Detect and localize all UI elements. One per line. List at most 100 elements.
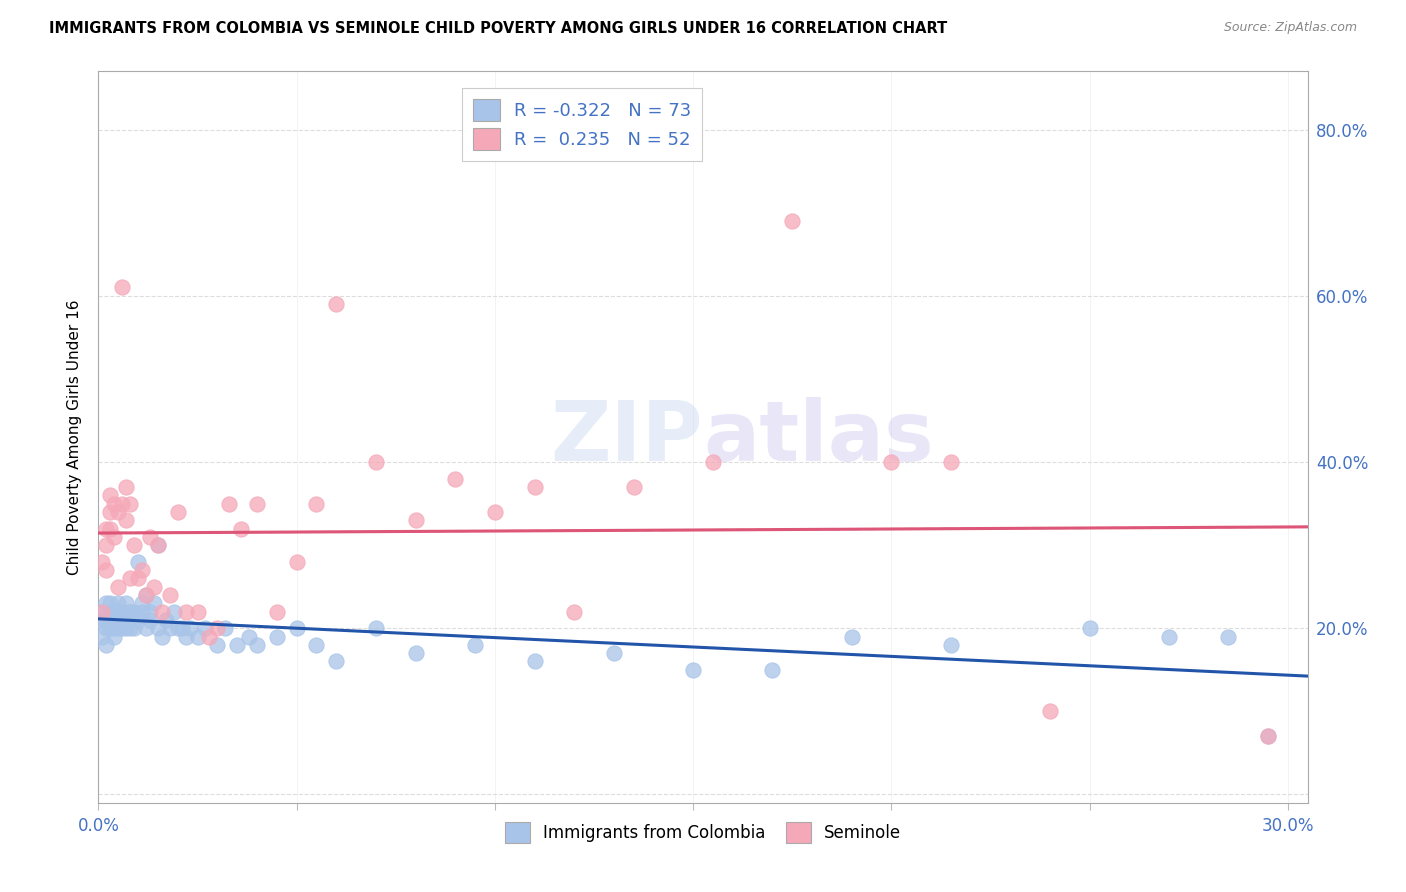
Point <box>159 588 181 602</box>
Point <box>166 621 188 635</box>
Point <box>146 538 169 552</box>
Point <box>218 497 240 511</box>
Point <box>96 538 118 552</box>
Text: Source: ZipAtlas.com: Source: ZipAtlas.com <box>1223 21 1357 34</box>
Point <box>103 605 125 619</box>
Point <box>150 630 173 644</box>
Point <box>1257 729 1279 743</box>
Point <box>127 613 149 627</box>
Point <box>1157 630 1180 644</box>
Point <box>266 605 288 619</box>
Point <box>1257 729 1279 743</box>
Point <box>603 646 626 660</box>
Point <box>98 605 121 619</box>
Point <box>139 530 162 544</box>
Point <box>107 621 129 635</box>
Point <box>214 621 236 635</box>
Point <box>523 480 546 494</box>
Point <box>111 280 134 294</box>
Point <box>96 621 118 635</box>
Point <box>91 555 114 569</box>
Point <box>127 571 149 585</box>
Point <box>98 505 121 519</box>
Point <box>285 555 308 569</box>
Point <box>115 621 138 635</box>
Point <box>325 655 347 669</box>
Point <box>325 297 347 311</box>
Point <box>103 630 125 644</box>
Point <box>163 605 186 619</box>
Point <box>207 638 229 652</box>
Point <box>120 621 142 635</box>
Point <box>98 613 121 627</box>
Point <box>939 638 962 652</box>
Point <box>103 497 125 511</box>
Point <box>159 621 181 635</box>
Point <box>562 605 585 619</box>
Point <box>131 605 153 619</box>
Y-axis label: Child Poverty Among Girls Under 16: Child Poverty Among Girls Under 16 <box>67 300 83 574</box>
Point <box>266 630 288 644</box>
Point <box>285 621 308 635</box>
Point <box>623 480 645 494</box>
Point <box>464 638 486 652</box>
Point <box>364 455 387 469</box>
Point <box>127 555 149 569</box>
Point <box>122 621 145 635</box>
Point <box>444 472 467 486</box>
Point <box>91 613 114 627</box>
Point <box>305 638 328 652</box>
Point <box>238 630 260 644</box>
Point <box>194 621 217 635</box>
Point <box>226 638 249 652</box>
Point <box>115 513 138 527</box>
Text: IMMIGRANTS FROM COLOMBIA VS SEMINOLE CHILD POVERTY AMONG GIRLS UNDER 16 CORRELAT: IMMIGRANTS FROM COLOMBIA VS SEMINOLE CHI… <box>49 21 948 36</box>
Point <box>523 655 546 669</box>
Point <box>91 605 114 619</box>
Point <box>780 214 803 228</box>
Text: atlas: atlas <box>703 397 934 477</box>
Point <box>841 630 863 644</box>
Point <box>1218 630 1240 644</box>
Point <box>115 480 138 494</box>
Point <box>107 596 129 610</box>
Point <box>150 605 173 619</box>
Point <box>98 521 121 535</box>
Point <box>98 621 121 635</box>
Point <box>939 455 962 469</box>
Point <box>111 613 134 627</box>
Point <box>115 596 138 610</box>
Point <box>120 605 142 619</box>
Point <box>761 663 783 677</box>
Point <box>305 497 328 511</box>
Point <box>174 630 197 644</box>
Point <box>122 538 145 552</box>
Point <box>198 630 221 644</box>
Point <box>484 505 506 519</box>
Point <box>186 605 208 619</box>
Point <box>111 497 134 511</box>
Point <box>131 596 153 610</box>
Point <box>91 605 114 619</box>
Point <box>131 563 153 577</box>
Point <box>96 521 118 535</box>
Text: ZIP: ZIP <box>551 397 703 477</box>
Point <box>246 638 269 652</box>
Point <box>139 613 162 627</box>
Point <box>174 605 197 619</box>
Point <box>364 621 387 635</box>
Point <box>103 621 125 635</box>
Point <box>111 605 134 619</box>
Point <box>107 580 129 594</box>
Point <box>405 646 427 660</box>
Point <box>1039 705 1062 719</box>
Point <box>135 621 157 635</box>
Point <box>231 521 253 535</box>
Point <box>135 588 157 602</box>
Point <box>111 621 134 635</box>
Point <box>103 613 125 627</box>
Point <box>405 513 427 527</box>
Point <box>98 596 121 610</box>
Point <box>142 580 165 594</box>
Point <box>682 663 704 677</box>
